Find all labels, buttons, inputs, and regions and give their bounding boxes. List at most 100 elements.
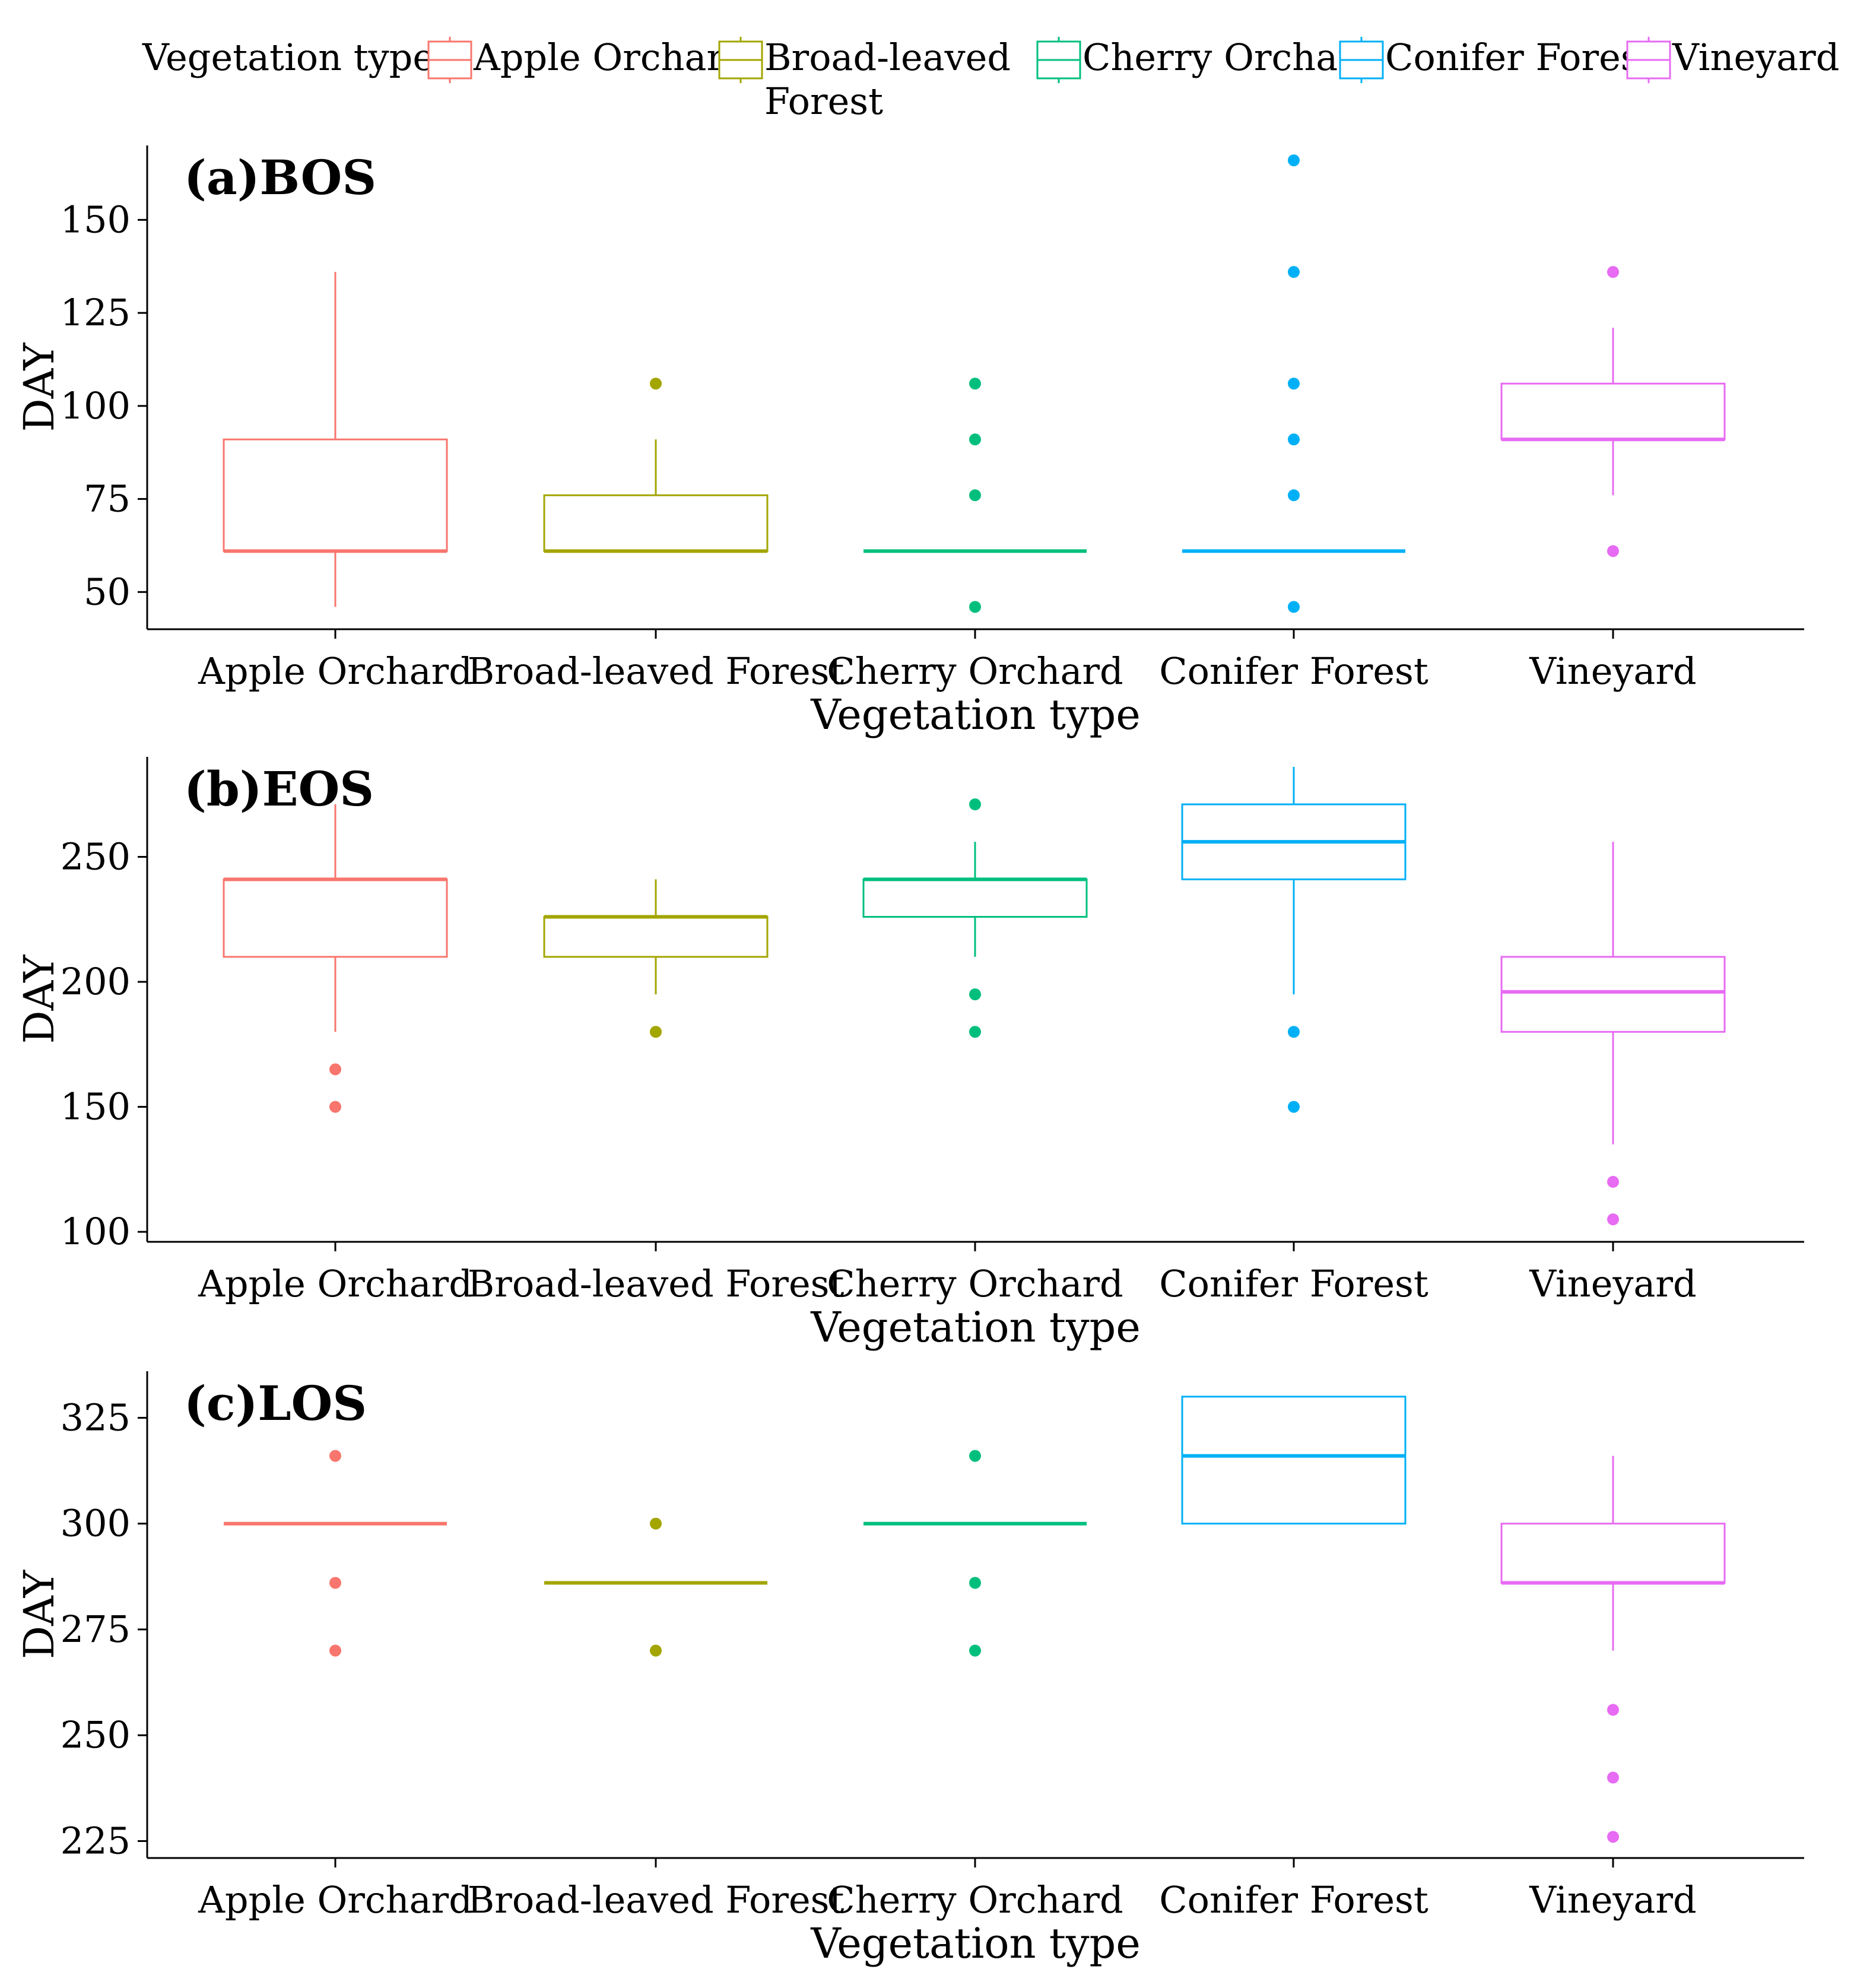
outlier-point bbox=[969, 601, 981, 613]
outlier-point bbox=[650, 1517, 662, 1530]
panel-c-los-box-conifer-forest bbox=[1181, 1396, 1407, 1525]
panel-a-bos-y-tick-label-50: 50 bbox=[84, 570, 131, 613]
legend-label-broad-leaved-forest-line-2: Forest bbox=[764, 80, 883, 123]
panel-a-bos-x-tick-label-vineyard: Vineyard bbox=[1529, 649, 1696, 693]
panel-a-bos-box-vineyard bbox=[1500, 266, 1726, 557]
outlier-point bbox=[1607, 1771, 1619, 1784]
outlier-point bbox=[1288, 489, 1300, 502]
outlier-point bbox=[1288, 266, 1300, 278]
outlier-point bbox=[1288, 601, 1300, 613]
outlier-point bbox=[329, 1577, 341, 1589]
panel-b-eos-box-broad-leaved-forest bbox=[543, 879, 769, 1038]
panel-a-bos-box-apple-orchard bbox=[223, 272, 448, 607]
legend-item-apple-orchard: Apple Orchard bbox=[427, 36, 748, 83]
panel-c-los-x-tick-label-vineyard: Vineyard bbox=[1529, 1878, 1696, 1922]
panel-c-los-x-axis-title: Vegetation type bbox=[810, 1919, 1141, 1968]
outlier-point bbox=[1607, 1175, 1619, 1188]
panel-a-bos-y-axis-title: DAY bbox=[15, 343, 64, 432]
outlier-point bbox=[1607, 545, 1619, 557]
legend-key-broad-leaved-forest bbox=[718, 37, 763, 83]
legend-key-cherry-orchard bbox=[1036, 37, 1081, 83]
panel-c-los-x-tick-label-conifer-forest: Conifer Forest bbox=[1159, 1878, 1428, 1922]
outlier-point bbox=[969, 1644, 981, 1657]
box-body bbox=[223, 438, 448, 552]
panel-a-bos-y-tick-label-100: 100 bbox=[61, 384, 131, 427]
panel-b-eos-y-axis-title: DAY bbox=[15, 955, 64, 1044]
panel-a-bos-box-cherry-orchard bbox=[863, 378, 1087, 613]
panel-a-bos-y-tick-label-75: 75 bbox=[84, 477, 131, 521]
outlier-point bbox=[1288, 1026, 1300, 1038]
outlier-point bbox=[329, 1644, 341, 1657]
legend-label-apple-orchard: Apple Orchard bbox=[473, 36, 748, 79]
panel-c-los-box-cherry-orchard bbox=[863, 1450, 1087, 1657]
legend-label-broad-leaved-forest: Broad-leaved bbox=[764, 36, 1011, 79]
panel-c-los-x-tick-label-cherry-orchard: Cherry Orchard bbox=[827, 1878, 1123, 1922]
outlier-point bbox=[969, 988, 981, 1001]
panel-b-eos-y-tick-label-200: 200 bbox=[61, 960, 131, 1003]
panel-a-bos-y-tick-label-125: 125 bbox=[61, 291, 131, 334]
panel-c-los-box-vineyard bbox=[1500, 1456, 1726, 1843]
outlier-point bbox=[969, 1026, 981, 1038]
outlier-point bbox=[650, 1026, 662, 1038]
panel-a-bos-x-tick-label-cherry-orchard: Cherry Orchard bbox=[827, 649, 1123, 693]
panel-b-eos-y-tick-label-150: 150 bbox=[61, 1085, 131, 1128]
outlier-point bbox=[969, 1450, 981, 1462]
panel-b-eos-box-apple-orchard bbox=[223, 804, 448, 1113]
panel-c-los-y-tick-label-225: 225 bbox=[61, 1819, 131, 1862]
panel-b-eos-x-tick-label-vineyard: Vineyard bbox=[1529, 1262, 1696, 1305]
outlier-point bbox=[969, 378, 981, 390]
box-body bbox=[1500, 956, 1726, 1033]
outlier-point bbox=[1607, 1831, 1619, 1843]
legend-item-conifer-forest: Conifer Forest bbox=[1339, 36, 1655, 83]
panel-c-los-y-tick-label-250: 250 bbox=[61, 1713, 131, 1756]
outlier-point bbox=[1288, 154, 1300, 167]
panel-c-los-y-tick-label-275: 275 bbox=[61, 1607, 131, 1651]
panel-b-eos-box-conifer-forest bbox=[1181, 766, 1407, 1113]
panel-b-eos-x-axis-title: Vegetation type bbox=[810, 1303, 1141, 1352]
outlier-point bbox=[969, 798, 981, 811]
outlier-point bbox=[969, 433, 981, 446]
outlier-point bbox=[1607, 1704, 1619, 1716]
outlier-point bbox=[650, 1644, 662, 1657]
outlier-point bbox=[1288, 433, 1300, 446]
panel-b-eos-x-tick-label-apple-orchard: Apple Orchard bbox=[198, 1262, 472, 1305]
box-body bbox=[543, 494, 769, 552]
panel-c-los: 225 250 275 300 325 DAY Apple OrchardBroad-lea… bbox=[15, 1371, 1804, 1968]
legend-label-vineyard: Vineyard bbox=[1672, 36, 1839, 79]
outlier-point bbox=[650, 378, 662, 390]
panel-a-bos-x-axis-title: Vegetation type bbox=[810, 690, 1141, 739]
legend-key-apple-orchard bbox=[427, 37, 472, 83]
box-body bbox=[1500, 1523, 1726, 1584]
legend-label-conifer-forest: Conifer Forest bbox=[1385, 36, 1655, 79]
legend-label-cherry-orchard: Cherry Orchard bbox=[1082, 36, 1379, 79]
panel-a-bos-x-tick-label-broad-leaved-forest: Broad-leaved Forest bbox=[468, 649, 845, 693]
outlier-point bbox=[1288, 1101, 1300, 1113]
box-body bbox=[862, 878, 1088, 918]
outlier-point bbox=[1607, 1213, 1619, 1226]
box-body bbox=[223, 878, 448, 958]
legend-key-conifer-forest bbox=[1339, 37, 1384, 83]
panel-c-los-y-axis-title: DAY bbox=[15, 1570, 64, 1659]
panel-c-los-box-broad-leaved-forest bbox=[544, 1517, 767, 1657]
panel-b-eos-box-cherry-orchard bbox=[862, 798, 1088, 1038]
box-body bbox=[1500, 382, 1726, 440]
panel-b-eos-x-tick-label-broad-leaved-forest: Broad-leaved Forest bbox=[468, 1262, 845, 1305]
panel-b-eos-y-tick-label-250: 250 bbox=[61, 835, 131, 878]
panel-b-eos: 100 150 200 250 DAY Apple OrchardBroad-leaved… bbox=[15, 757, 1804, 1352]
panel-c-los-y-tick-label-300: 300 bbox=[61, 1502, 131, 1545]
panel-b-eos-y-tick-label-100: 100 bbox=[61, 1210, 131, 1253]
panel-a-bos-box-conifer-forest bbox=[1182, 154, 1405, 613]
panel-c-los-y-tick-label-325: 325 bbox=[61, 1396, 131, 1439]
outlier-point bbox=[1288, 378, 1300, 390]
legend-title: Vegetation type bbox=[142, 36, 434, 79]
outlier-point bbox=[969, 489, 981, 502]
outlier-point bbox=[329, 1450, 341, 1462]
legend-key-vineyard bbox=[1626, 37, 1671, 83]
outlier-point bbox=[329, 1063, 341, 1076]
panel-c-los-title: (c)LOS bbox=[184, 1375, 367, 1431]
box-body bbox=[543, 916, 769, 958]
panel-a-bos: 50 75 100 125 150 DAY Apple OrchardBroad-leave… bbox=[15, 145, 1804, 739]
panel-c-los-x-tick-label-apple-orchard: Apple Orchard bbox=[198, 1878, 472, 1922]
